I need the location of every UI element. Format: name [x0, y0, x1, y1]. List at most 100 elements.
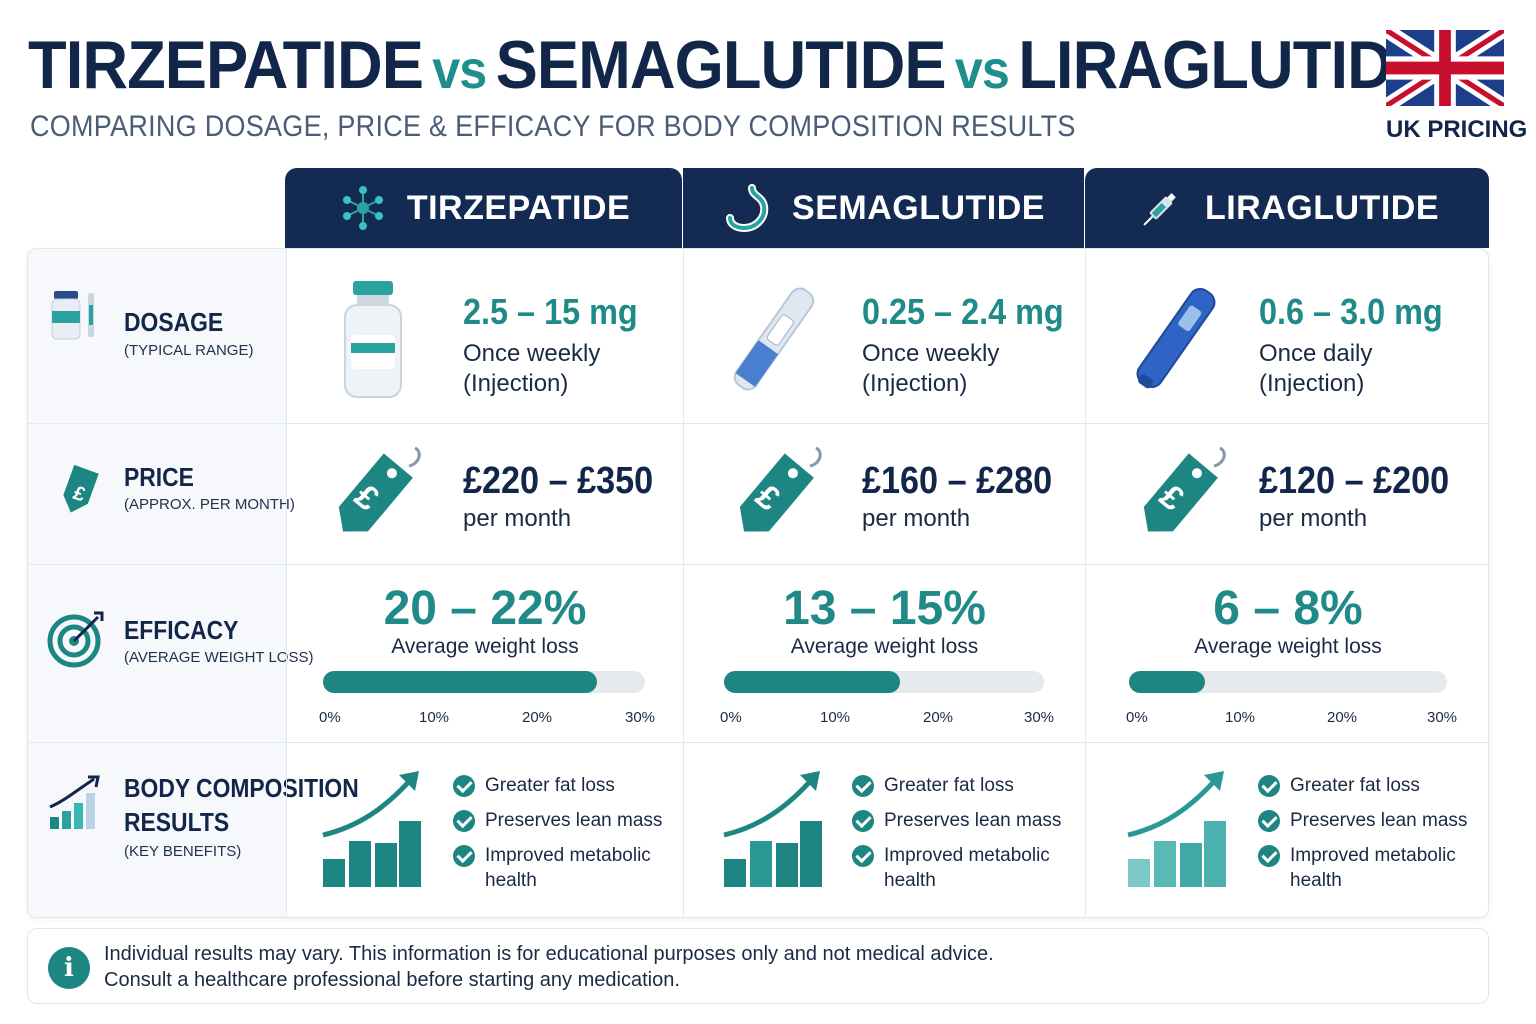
scale-tick: 30% — [1427, 709, 1458, 726]
benefit-text: Preserves lean mass — [1290, 810, 1468, 831]
column-header-semaglutide: SEMAGLUTIDE — [683, 168, 1084, 248]
efficacy-title: EFFICACY — [124, 615, 239, 645]
disclaimer-text: Individual results may vary. This inform… — [104, 941, 994, 993]
disclaimer-line: Consult a healthcare professional before… — [104, 969, 680, 991]
benefit-text: Preserves lean mass — [485, 810, 663, 831]
benefit-text: Greater fat loss — [884, 775, 1014, 796]
dosage-cell-liraglutide: 0.6 – 3.0 mg Once daily (Injection) — [1085, 249, 1488, 423]
scale-tick: 10% — [820, 709, 851, 726]
dose-route: (Injection) — [463, 370, 569, 397]
injection-pen-icon — [733, 287, 815, 391]
check-icon — [1258, 810, 1280, 832]
price-range: £220 – £350 — [463, 460, 654, 502]
target-icon — [47, 611, 104, 668]
uk-flag-icon — [1386, 30, 1504, 106]
check-icon — [1258, 775, 1280, 797]
body-composition-title-line2: RESULTS — [124, 807, 230, 837]
growth-chart-icon — [723, 771, 822, 887]
title-semaglutide: SEMAGLUTIDE — [495, 27, 947, 103]
scale-tick: 30% — [625, 709, 656, 726]
check-icon — [453, 845, 475, 867]
price-unit: per month — [463, 505, 572, 532]
scale-tick: 30% — [1024, 709, 1055, 726]
efficacy-bar-fill — [323, 671, 597, 693]
scale-tick: 10% — [1225, 709, 1256, 726]
body-cell-tirzepatide: Greater fat loss Preserves lean mass Imp… — [286, 743, 683, 917]
check-icon — [852, 775, 874, 797]
price-tag-icon: £ — [63, 464, 99, 513]
benefit-item: Greater fat loss — [453, 773, 663, 798]
title-tirzepatide: TIRZEPATIDE — [28, 27, 424, 103]
check-icon — [852, 845, 874, 867]
column-title: TIRZEPATIDE — [406, 188, 631, 227]
benefit-item: Improved metabolic health — [1258, 843, 1468, 893]
dosage-subtitle: (TYPICAL RANGE) — [124, 342, 254, 359]
efficacy-caption: Average weight loss — [1194, 635, 1382, 658]
disclaimer-box: i Individual results may vary. This info… — [27, 928, 1489, 1004]
benefit-item: Preserves lean mass — [453, 808, 663, 833]
info-icon: i — [48, 947, 90, 989]
benefit-item: Preserves lean mass — [852, 808, 1062, 833]
price-range: £160 – £280 — [862, 460, 1053, 502]
efficacy-row: EFFICACY (AVERAGE WEIGHT LOSS) 20 – 22% … — [28, 565, 1488, 743]
efficacy-bar — [724, 671, 1044, 693]
benefit-item: Preserves lean mass — [1258, 808, 1468, 833]
body-composition-row: BODY COMPOSITION RESULTS (KEY BENEFITS) … — [28, 743, 1488, 917]
benefit-text: Improved metabolic health — [884, 845, 1050, 891]
scale-tick: 20% — [1327, 709, 1358, 726]
check-icon — [453, 775, 475, 797]
efficacy-label-cell: EFFICACY (AVERAGE WEIGHT LOSS) — [28, 565, 313, 742]
check-icon — [1258, 845, 1280, 867]
dose-frequency: Once weekly — [862, 340, 1000, 367]
page-title: TIRZEPATIDE vs SEMAGLUTIDE vs LIRAGLUTIDE — [28, 26, 1434, 104]
efficacy-range: 20 – 22% — [383, 582, 587, 635]
dose-frequency: Once daily — [1259, 340, 1373, 367]
dosage-cell-semaglutide: 0.25 – 2.4 mg Once weekly (Injection) — [683, 249, 1085, 423]
efficacy-subtitle: (AVERAGE WEIGHT LOSS) — [124, 649, 314, 666]
benefit-text: Greater fat loss — [485, 775, 615, 796]
price-cell-semaglutide: £ £160 – £280 per month — [683, 424, 1085, 564]
efficacy-bar — [323, 671, 645, 693]
price-unit: per month — [1259, 505, 1368, 532]
growth-chart-icon — [322, 771, 421, 887]
page-subtitle: COMPARING DOSAGE, PRICE & EFFICACY FOR B… — [30, 110, 1076, 143]
column-header-tirzepatide: TIRZEPATIDE — [285, 168, 682, 248]
price-tag-icon: £ — [338, 446, 421, 532]
dose-range: 2.5 – 15 mg — [463, 291, 638, 332]
body-cell-liraglutide: Greater fat loss Preserves lean mass Imp… — [1085, 743, 1488, 917]
body-composition-label-cell: BODY COMPOSITION RESULTS (KEY BENEFITS) — [28, 743, 359, 917]
column-title: LIRAGLUTIDE — [1204, 188, 1440, 227]
dosage-label-cell: DOSAGE (TYPICAL RANGE) — [28, 249, 286, 423]
benefit-item: Improved metabolic health — [852, 843, 1062, 893]
injection-pen-icon — [1136, 287, 1216, 389]
dosage-title: DOSAGE — [124, 307, 224, 337]
stomach-icon — [722, 182, 774, 234]
efficacy-range: 13 – 15% — [783, 582, 986, 635]
column-title: SEMAGLUTIDE — [792, 188, 1045, 227]
growth-chart-icon — [49, 775, 100, 829]
disclaimer-line: Individual results may vary. This inform… — [104, 943, 994, 965]
efficacy-cell-tirzepatide: 20 – 22% Average weight loss 0% 10% 20% … — [286, 565, 683, 742]
efficacy-caption: Average weight loss — [391, 635, 579, 658]
comparison-table: DOSAGE (TYPICAL RANGE) 2.5 – 15 mg Once … — [27, 248, 1489, 918]
dose-range: 0.25 – 2.4 mg — [862, 291, 1064, 332]
body-cell-semaglutide: Greater fat loss Preserves lean mass Imp… — [683, 743, 1085, 917]
benefit-item: Improved metabolic health — [453, 843, 663, 893]
check-icon — [852, 810, 874, 832]
molecule-icon — [337, 182, 389, 234]
price-range: £120 – £200 — [1259, 460, 1450, 502]
price-title: PRICE — [124, 462, 194, 492]
title-vs: vs — [954, 40, 1010, 100]
body-composition-subtitle: (KEY BENEFITS) — [124, 843, 242, 860]
scale-tick: 0% — [319, 709, 341, 726]
title-vs: vs — [432, 40, 487, 100]
vial-syringe-icon — [51, 291, 94, 340]
column-header-liraglutide: LIRAGLUTIDE — [1085, 168, 1489, 248]
price-subtitle: (APPROX. PER MONTH) — [124, 496, 295, 513]
check-icon — [453, 810, 475, 832]
dose-route: (Injection) — [862, 370, 968, 397]
benefit-text: Improved metabolic health — [485, 845, 651, 891]
price-unit: per month — [862, 505, 971, 532]
growth-chart-icon — [1127, 771, 1226, 887]
price-row: £ PRICE (APPROX. PER MONTH) £ £220 – £35… — [28, 424, 1488, 565]
